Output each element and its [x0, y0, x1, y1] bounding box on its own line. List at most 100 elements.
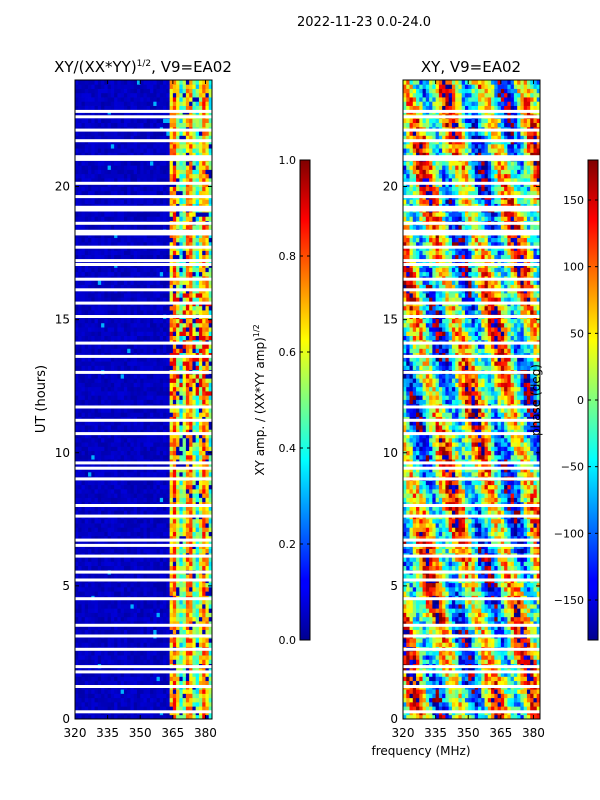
heatmap-cell: [192, 693, 197, 699]
heatmap-cell: [172, 467, 177, 473]
heatmap-cell: [104, 616, 109, 622]
heatmap-cell: [146, 561, 151, 567]
heatmap-cell: [182, 250, 187, 256]
heatmap-cell: [81, 463, 86, 469]
heatmap-cell: [179, 310, 184, 315]
heatmap-cell: [94, 488, 99, 494]
heatmap-cell: [159, 250, 164, 256]
heatmap-cell: [163, 373, 167, 379]
heatmap-cell: [136, 365, 141, 371]
heatmap-cell: [120, 365, 125, 371]
heatmap-cell: [104, 484, 109, 490]
heatmap-cell: [195, 356, 200, 362]
heatmap-cell: [130, 322, 135, 328]
heatmap-cell: [136, 267, 141, 273]
heatmap-cell: [166, 557, 170, 562]
heatmap-cell: [130, 305, 135, 311]
heatmap-cell: [140, 667, 144, 673]
heatmap-cell: [205, 344, 210, 349]
heatmap-cell: [133, 254, 138, 260]
heatmap-cell: [140, 335, 144, 341]
heatmap-cell: [202, 399, 206, 405]
heatmap-cell: [189, 557, 193, 562]
heatmap-cell: [75, 361, 79, 366]
heatmap-cell: [166, 582, 170, 588]
heatmap-cell: [143, 672, 148, 677]
heatmap-cell: [91, 293, 95, 298]
heatmap-cell: [84, 706, 89, 711]
heatmap-cell: [123, 561, 128, 567]
heatmap-cell: [195, 586, 200, 592]
heatmap-cell: [172, 284, 177, 290]
heatmap-cell: [78, 518, 82, 524]
heatmap-cell: [107, 356, 112, 362]
heatmap-cell: [198, 284, 203, 290]
heatmap-cell: [104, 250, 109, 256]
heatmap-cell: [198, 693, 203, 699]
heatmap-cell: [172, 621, 177, 626]
heatmap-cell: [107, 540, 112, 545]
heatmap-cell: [127, 565, 131, 571]
heatmap-cell: [163, 603, 167, 609]
heatmap-cell: [123, 446, 128, 452]
heatmap-cell: [143, 612, 148, 618]
heatmap-cell: [101, 335, 105, 341]
heatmap-cell: [94, 446, 99, 452]
heatmap-cell: [179, 586, 184, 592]
heatmap-cell: [97, 463, 102, 469]
heatmap-cell: [84, 484, 89, 490]
heatmap-cell: [133, 310, 138, 315]
heatmap-cell: [185, 267, 190, 273]
heatmap-cell: [88, 484, 92, 490]
heatmap-cell: [136, 535, 141, 541]
heatmap-cell: [110, 484, 115, 490]
heatmap-cell: [91, 693, 95, 699]
heatmap-cell: [143, 480, 148, 486]
heatmap-cell: [195, 305, 200, 311]
heatmap-cell: [156, 318, 161, 324]
heatmap-cell: [130, 603, 135, 609]
heatmap-cell: [107, 322, 112, 328]
heatmap-cell: [195, 212, 200, 217]
heatmap-cell: [123, 327, 128, 332]
heatmap-cell: [127, 603, 131, 609]
heatmap-cell: [101, 433, 105, 439]
heatmap-cell: [107, 531, 112, 537]
heatmap-cell: [104, 437, 109, 443]
heatmap-cell: [146, 280, 151, 285]
heatmap-cell: [172, 523, 177, 528]
heatmap-cell: [110, 267, 115, 273]
heatmap-cell: [133, 701, 138, 707]
heatmap-cell: [146, 267, 151, 273]
heatmap-cell: [117, 361, 122, 366]
heatmap-cell: [169, 344, 174, 349]
heatmap-cell: [94, 450, 99, 456]
heatmap-cell: [120, 497, 125, 503]
heatmap-cell: [97, 706, 102, 711]
heatmap-cell: [205, 471, 210, 477]
heatmap-cell: [78, 233, 82, 239]
heatmap-cell: [114, 425, 118, 430]
heatmap-cell: [192, 650, 197, 656]
heatmap-cell: [120, 216, 125, 221]
heatmap-cell: [189, 293, 193, 298]
heatmap-cell: [123, 297, 128, 302]
heatmap-cell: [153, 659, 157, 665]
heatmap-cell: [88, 271, 92, 277]
heatmap-cell: [205, 271, 210, 277]
heatmap-cell: [120, 446, 125, 452]
heatmap-cell: [163, 574, 167, 579]
heatmap-cell: [97, 591, 102, 596]
heatmap-cell: [202, 531, 206, 537]
heatmap-cell: [75, 693, 79, 699]
heatmap-cell: [130, 390, 135, 396]
heatmap-cell: [97, 608, 102, 613]
heatmap-cell: [146, 714, 151, 719]
heatmap-cell: [130, 271, 135, 277]
heatmap-cell: [104, 327, 109, 332]
heatmap-cell: [117, 518, 122, 524]
heatmap-cell: [176, 429, 180, 434]
heatmap-cell: [169, 463, 174, 469]
heatmap-cell: [202, 382, 206, 388]
heatmap-cell: [117, 386, 122, 392]
